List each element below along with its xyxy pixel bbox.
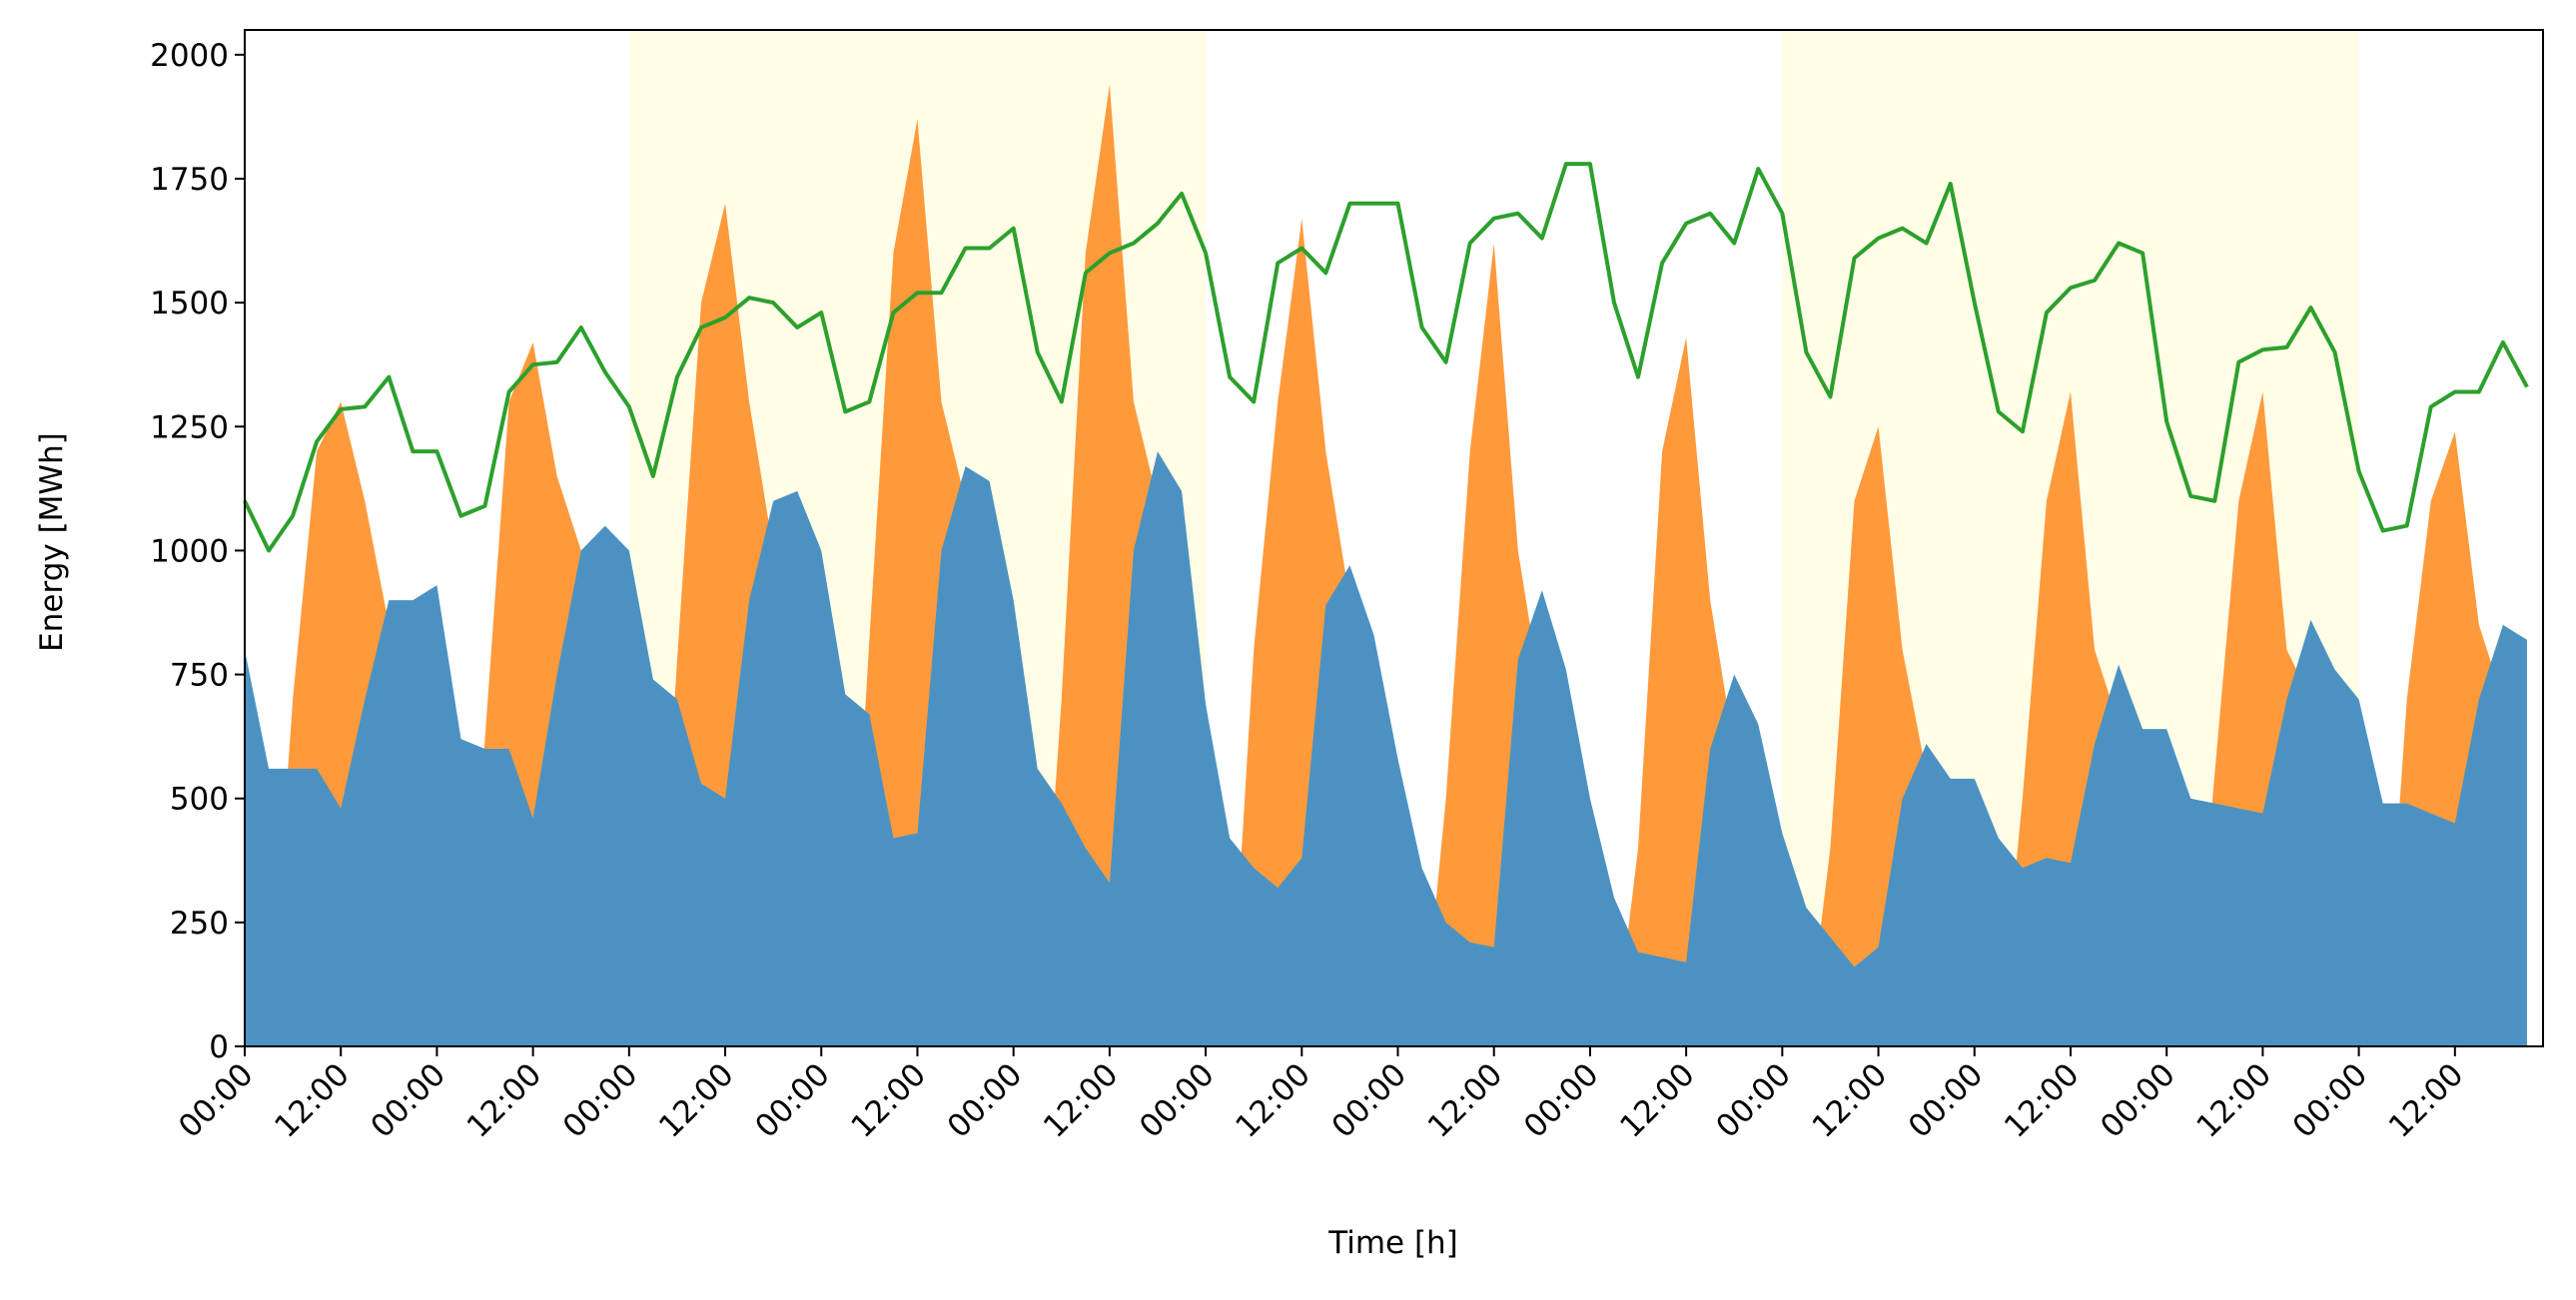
y-tick-label: 1000: [150, 533, 229, 569]
x-tick-label: 12:00: [652, 1056, 741, 1145]
x-tick-label: 00:00: [1325, 1056, 1414, 1145]
x-tick-label: 00:00: [1709, 1056, 1798, 1145]
y-tick-label: 1750: [150, 162, 229, 198]
y-tick-label: 2000: [150, 38, 229, 74]
x-axis-label: Time [h]: [1327, 1225, 1458, 1261]
y-tick-label: 1250: [150, 409, 229, 445]
x-tick-label: 12:00: [2189, 1056, 2278, 1145]
y-tick-label: 0: [209, 1029, 229, 1065]
y-tick-label: 1500: [150, 286, 229, 322]
x-tick-label: 00:00: [2094, 1056, 2182, 1145]
x-tick-label: 12:00: [1806, 1056, 1895, 1145]
x-tick-label: 12:00: [1613, 1056, 1702, 1145]
x-tick-label: 12:00: [1229, 1056, 1317, 1145]
x-tick-label: 00:00: [364, 1056, 452, 1145]
y-tick-label: 750: [170, 658, 229, 694]
x-tick-label: 00:00: [1133, 1056, 1222, 1145]
area: [245, 451, 2527, 1047]
x-tick-label: 12:00: [268, 1056, 357, 1145]
line: [243, 162, 2529, 553]
x-tick-label: 00:00: [1517, 1056, 1606, 1145]
x-tick-label: 12:00: [1037, 1056, 1126, 1145]
x-tick-label: 00:00: [172, 1056, 261, 1145]
x-tick-label: 12:00: [1421, 1056, 1510, 1145]
y-axis-label: Energy [MWh]: [34, 432, 70, 652]
x-tick-label: 12:00: [2382, 1056, 2471, 1145]
y-tick-label: 500: [170, 782, 229, 818]
x-tick-label: 00:00: [941, 1056, 1030, 1145]
x-tick-label: 00:00: [2286, 1056, 2375, 1145]
x-tick-label: 12:00: [1998, 1056, 2087, 1145]
y-tick-label: 250: [170, 906, 229, 942]
x-tick-label: 12:00: [844, 1056, 933, 1145]
x-tick-label: 00:00: [748, 1056, 837, 1145]
x-tick-label: 00:00: [1902, 1056, 1991, 1145]
x-tick-label: 00:00: [556, 1056, 645, 1145]
x-tick-label: 12:00: [460, 1056, 549, 1145]
plot-frame: [244, 29, 2544, 1047]
